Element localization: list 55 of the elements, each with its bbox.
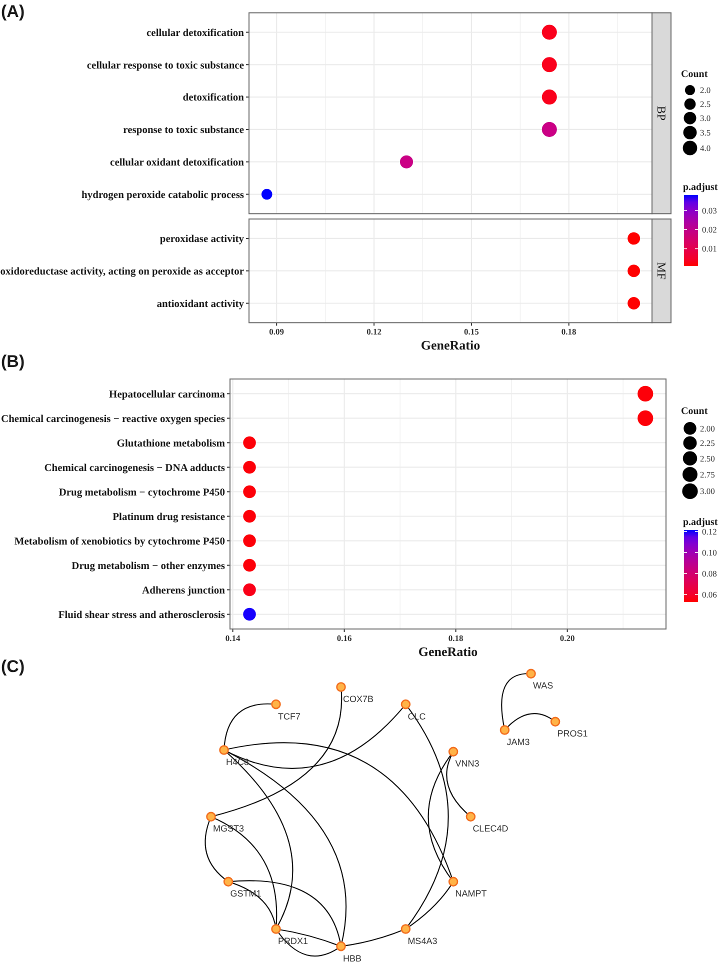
legend-label: 2.0 [700, 85, 711, 96]
color-bar-label: 0.12 [702, 526, 717, 537]
y-tick-label: oxidoreductase activity, acting on peroxide as acceptor [0, 266, 244, 278]
y-tick-label: Drug metabolism − other enzymes [72, 560, 225, 572]
y-tick-label: Adherens junction [142, 585, 226, 596]
y-tick-label: Hepatocellular carcinoma [109, 389, 226, 400]
y-tick-label: Glutathione metabolism [116, 438, 226, 450]
x-tick-label: 0.18 [561, 326, 576, 337]
x-tick-label: 0.20 [560, 633, 575, 643]
text: (B) [1, 352, 25, 371]
color-bar-label: 0.02 [702, 224, 717, 235]
color-bar-label: 0.08 [702, 568, 717, 579]
y-tick-label: Fluid shear stress and atherosclerosis [58, 610, 225, 621]
text: (A) [1, 2, 25, 21]
color-bar-label: 0.10 [702, 548, 717, 558]
legend-title: Count [681, 406, 708, 417]
text: MF [654, 262, 668, 280]
legend-label: 2.5 [700, 99, 711, 110]
y-tick-label: Platinum drug resistance [112, 512, 226, 523]
legend-label: 2.75 [700, 469, 715, 480]
y-tick-label: Drug metabolism − cytochrome P450 [58, 487, 225, 498]
legend-label: 2.25 [700, 438, 715, 448]
y-tick-label: peroxidase activity [160, 234, 245, 246]
x-tick-label: 0.18 [448, 633, 464, 643]
x-tick-label: 0.14 [225, 633, 241, 643]
x-tick-label: 0.16 [336, 633, 352, 643]
text: BP [654, 106, 668, 121]
legend-label: 3.00 [700, 486, 715, 496]
y-tick-label: cellular oxidant detoxification [110, 158, 244, 169]
legend-label: 2.50 [700, 453, 715, 464]
y-tick-label: Metabolism of xenobiotics by cytochrome P450 [14, 536, 225, 548]
color-bar-title: p.adjust [683, 517, 718, 528]
x-axis-title: GeneRatio [420, 338, 480, 353]
legend-label: 3.0 [700, 113, 711, 124]
legend-label: 3.5 [700, 128, 711, 138]
color-bar-title: p.adjust [683, 182, 718, 193]
y-tick-label: cellular detoxification [146, 28, 244, 39]
legend-label: 4.0 [700, 142, 711, 153]
text: (C) [1, 657, 25, 676]
legend-label: 2.00 [700, 423, 715, 434]
legend-title: Count [681, 69, 708, 80]
x-axis-title: GeneRatio [418, 644, 478, 659]
x-tick-label: 0.09 [269, 326, 284, 337]
x-tick-label: 0.12 [366, 326, 382, 337]
color-bar-label: 0.06 [702, 590, 717, 600]
x-tick-label: 0.15 [464, 326, 479, 337]
y-tick-label: response to toxic substance [123, 125, 244, 136]
y-tick-label: antioxidant activity [156, 298, 245, 310]
y-tick-label: Chemical carcinogenesis − reactive oxygen species [0, 414, 225, 425]
y-tick-label: detoxification [182, 92, 244, 104]
y-tick-label: hydrogen peroxide catabolic process [82, 190, 244, 201]
y-tick-label: cellular response to toxic substance [86, 60, 244, 72]
color-bar-label: 0.01 [702, 244, 717, 254]
y-tick-label: Chemical carcinogenesis − DNA adducts [44, 462, 225, 474]
color-bar-label: 0.03 [702, 205, 717, 216]
